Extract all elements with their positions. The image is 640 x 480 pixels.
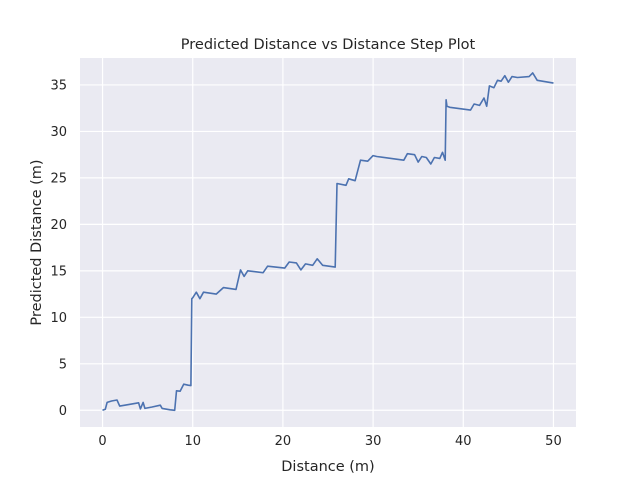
plot-area xyxy=(80,58,576,427)
x-tick-label: 0 xyxy=(98,434,106,449)
y-tick-label: 30 xyxy=(50,125,67,140)
x-axis-label: Distance (m) xyxy=(281,459,374,475)
series-layer xyxy=(102,72,554,412)
y-tick-label: 25 xyxy=(50,171,67,186)
x-tick-label: 30 xyxy=(365,434,382,449)
y-tick-label: 10 xyxy=(50,311,67,326)
x-tick-label: 10 xyxy=(184,434,201,449)
series-line xyxy=(102,72,554,412)
x-tick-label: 40 xyxy=(455,434,472,449)
y-tick-label: 0 xyxy=(59,404,67,419)
y-tick-label: 5 xyxy=(59,357,67,372)
chart-title: Predicted Distance vs Distance Step Plot xyxy=(181,37,476,53)
y-tick-label: 20 xyxy=(50,218,67,233)
grid xyxy=(80,58,576,427)
y-tick-label: 35 xyxy=(50,78,67,93)
x-tick-labels: 0 10 20 30 40 50 xyxy=(98,434,561,449)
x-tick-label: 20 xyxy=(275,434,292,449)
x-tick-label: 50 xyxy=(545,434,562,449)
y-tick-labels: 0 5 10 15 20 25 30 35 xyxy=(50,78,67,418)
y-tick-label: 15 xyxy=(50,264,67,279)
y-axis-label: Predicted Distance (m) xyxy=(29,159,45,325)
